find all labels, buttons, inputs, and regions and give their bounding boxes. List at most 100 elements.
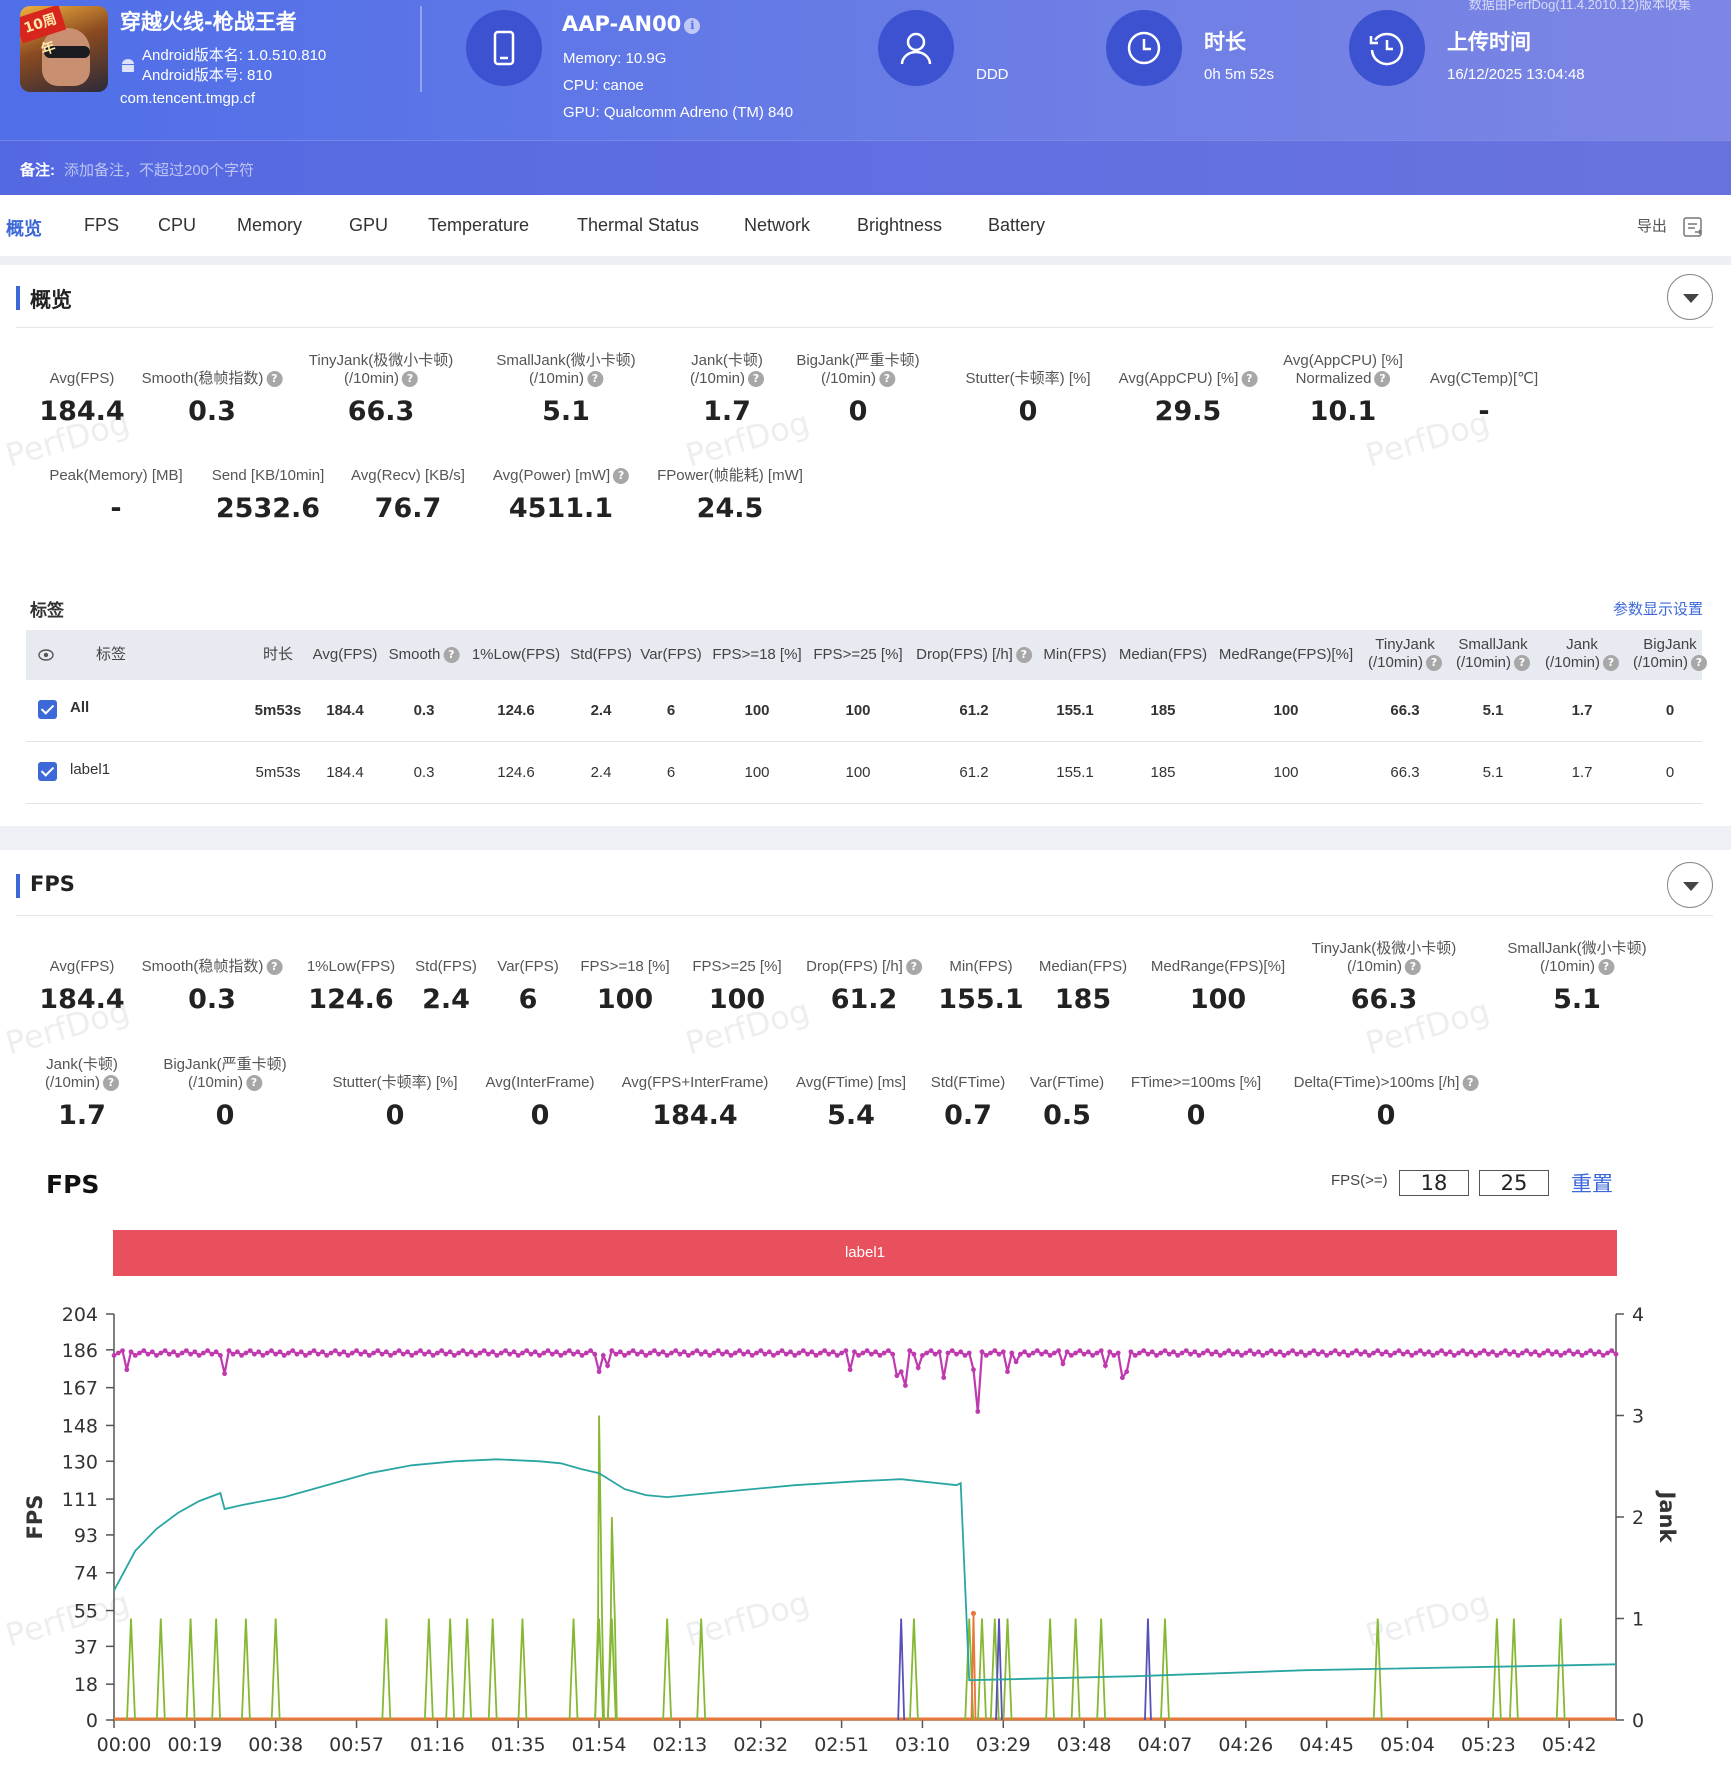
fps-point[interactable] bbox=[886, 1348, 891, 1353]
fps-point[interactable] bbox=[324, 1353, 330, 1358]
fps-point[interactable] bbox=[635, 1351, 640, 1357]
fps-point[interactable] bbox=[1541, 1350, 1547, 1356]
fps-point[interactable] bbox=[528, 1351, 534, 1357]
fps-point[interactable] bbox=[1473, 1353, 1478, 1358]
fps-point[interactable] bbox=[1247, 1348, 1253, 1353]
overview-collapse-toggle[interactable] bbox=[1667, 274, 1713, 320]
fps-point[interactable] bbox=[1205, 1348, 1210, 1353]
jank-spike[interactable] bbox=[185, 1618, 196, 1721]
table-column-header[interactable]: SmallJank (/10min)? bbox=[1456, 636, 1531, 672]
fps-point[interactable] bbox=[409, 1353, 415, 1358]
fps-point[interactable] bbox=[830, 1349, 836, 1355]
fps-point[interactable] bbox=[1196, 1353, 1202, 1358]
fps-point[interactable] bbox=[162, 1348, 168, 1353]
fps-point[interactable] bbox=[839, 1350, 844, 1356]
fps-point[interactable] bbox=[911, 1351, 917, 1357]
fps-point[interactable] bbox=[247, 1348, 253, 1353]
table-column-header[interactable]: FPS>=25 [%] bbox=[813, 646, 902, 664]
fps-collapse-toggle[interactable] bbox=[1667, 862, 1713, 908]
fps-point[interactable] bbox=[1409, 1353, 1415, 1358]
help-icon[interactable]: ? bbox=[1598, 959, 1614, 975]
fps-point[interactable] bbox=[464, 1351, 470, 1357]
fps-point[interactable] bbox=[894, 1373, 900, 1379]
help-icon[interactable]: ? bbox=[613, 468, 630, 484]
fps-point[interactable] bbox=[511, 1349, 517, 1355]
fps-point[interactable] bbox=[1554, 1349, 1559, 1355]
fps-point[interactable] bbox=[1494, 1353, 1500, 1358]
tab-network[interactable]: Network bbox=[744, 215, 811, 235]
fps-point[interactable] bbox=[596, 1369, 602, 1375]
fps-point[interactable] bbox=[1532, 1349, 1538, 1355]
fps-point[interactable] bbox=[898, 1369, 904, 1375]
fps-point[interactable] bbox=[1017, 1351, 1023, 1357]
fps-point[interactable] bbox=[1217, 1353, 1223, 1358]
jank-spike-large[interactable] bbox=[606, 1516, 618, 1721]
fps-point[interactable] bbox=[571, 1351, 576, 1357]
table-column-header[interactable]: Median(FPS) bbox=[1119, 646, 1207, 664]
fps-point[interactable] bbox=[1562, 1350, 1568, 1356]
fps-point[interactable] bbox=[1579, 1353, 1585, 1358]
cpu-series-line[interactable] bbox=[113, 1458, 1617, 1682]
fps-point[interactable] bbox=[958, 1349, 964, 1355]
fps-point[interactable] bbox=[486, 1351, 491, 1357]
fps-point[interactable] bbox=[349, 1350, 355, 1356]
fps-point[interactable] bbox=[600, 1353, 606, 1358]
help-icon[interactable]: ? bbox=[1241, 371, 1258, 387]
fps-point[interactable] bbox=[720, 1351, 725, 1357]
fps-point[interactable] bbox=[1260, 1353, 1266, 1358]
fps-point[interactable] bbox=[792, 1353, 798, 1358]
jank-spike[interactable] bbox=[568, 1618, 579, 1721]
help-icon[interactable]: ? bbox=[443, 647, 460, 663]
fps-point[interactable] bbox=[1145, 1351, 1151, 1357]
fps-point[interactable] bbox=[239, 1353, 245, 1358]
fps-point[interactable] bbox=[1290, 1348, 1295, 1353]
fps-point[interactable] bbox=[269, 1348, 274, 1353]
fps-point[interactable] bbox=[860, 1350, 866, 1356]
fps-point[interactable] bbox=[728, 1353, 734, 1358]
fps-point[interactable] bbox=[1128, 1349, 1134, 1355]
fps-point[interactable] bbox=[1464, 1351, 1470, 1357]
fps-point[interactable] bbox=[1188, 1351, 1193, 1357]
fps-point[interactable] bbox=[877, 1353, 883, 1358]
bigjank-spike[interactable] bbox=[995, 1618, 1003, 1721]
jank-spike[interactable] bbox=[1002, 1618, 1013, 1721]
fps-point[interactable] bbox=[179, 1350, 185, 1356]
fps-point[interactable] bbox=[1107, 1349, 1113, 1355]
fps-point[interactable] bbox=[1388, 1353, 1393, 1358]
fps-point[interactable] bbox=[1588, 1348, 1593, 1353]
fps-point[interactable] bbox=[928, 1348, 934, 1353]
help-icon[interactable]: ? bbox=[1426, 655, 1443, 671]
jank-spike[interactable] bbox=[662, 1618, 673, 1721]
fps-point[interactable] bbox=[375, 1348, 381, 1353]
fps-point[interactable] bbox=[1230, 1351, 1236, 1357]
fps-point[interactable] bbox=[1183, 1348, 1189, 1353]
fps-point[interactable] bbox=[537, 1353, 542, 1358]
fps-point[interactable] bbox=[1324, 1353, 1330, 1358]
fps-point[interactable] bbox=[1520, 1350, 1525, 1356]
help-icon[interactable]: ? bbox=[1691, 655, 1708, 671]
fps-point[interactable] bbox=[1332, 1348, 1338, 1353]
tab-brightness[interactable]: Brightness bbox=[857, 215, 943, 235]
fps-point[interactable] bbox=[218, 1353, 223, 1358]
fps-point[interactable] bbox=[1422, 1351, 1427, 1357]
tab-overview[interactable]: 概览 bbox=[6, 219, 42, 239]
fps-point[interactable] bbox=[966, 1350, 972, 1356]
fps-point[interactable] bbox=[328, 1350, 334, 1356]
fps-point[interactable] bbox=[1303, 1353, 1308, 1358]
fps-point[interactable] bbox=[1477, 1350, 1483, 1356]
fps-point[interactable] bbox=[1086, 1349, 1091, 1355]
jank-spike[interactable] bbox=[977, 1618, 987, 1721]
fps-point[interactable] bbox=[209, 1351, 215, 1357]
fps-point[interactable] bbox=[1034, 1348, 1040, 1353]
jank-spike[interactable] bbox=[909, 1618, 919, 1721]
fps-point[interactable] bbox=[315, 1351, 321, 1357]
fps-point[interactable] bbox=[1298, 1349, 1304, 1355]
fps-point[interactable] bbox=[1396, 1348, 1402, 1353]
fps-point[interactable] bbox=[1069, 1353, 1074, 1358]
table-column-header[interactable]: Min(FPS) bbox=[1043, 646, 1106, 664]
fps-point[interactable] bbox=[1239, 1353, 1244, 1358]
fps-point[interactable] bbox=[1341, 1349, 1347, 1355]
fps-point[interactable] bbox=[515, 1353, 521, 1358]
fps-point[interactable] bbox=[741, 1351, 747, 1357]
help-icon[interactable]: ? bbox=[246, 1075, 263, 1091]
